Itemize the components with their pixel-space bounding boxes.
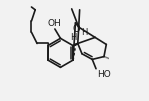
Text: H: H (70, 33, 77, 42)
Polygon shape (73, 42, 78, 46)
Text: OH: OH (48, 19, 62, 28)
Text: H: H (81, 28, 87, 37)
Text: O: O (72, 24, 80, 34)
Text: HO: HO (97, 70, 111, 79)
